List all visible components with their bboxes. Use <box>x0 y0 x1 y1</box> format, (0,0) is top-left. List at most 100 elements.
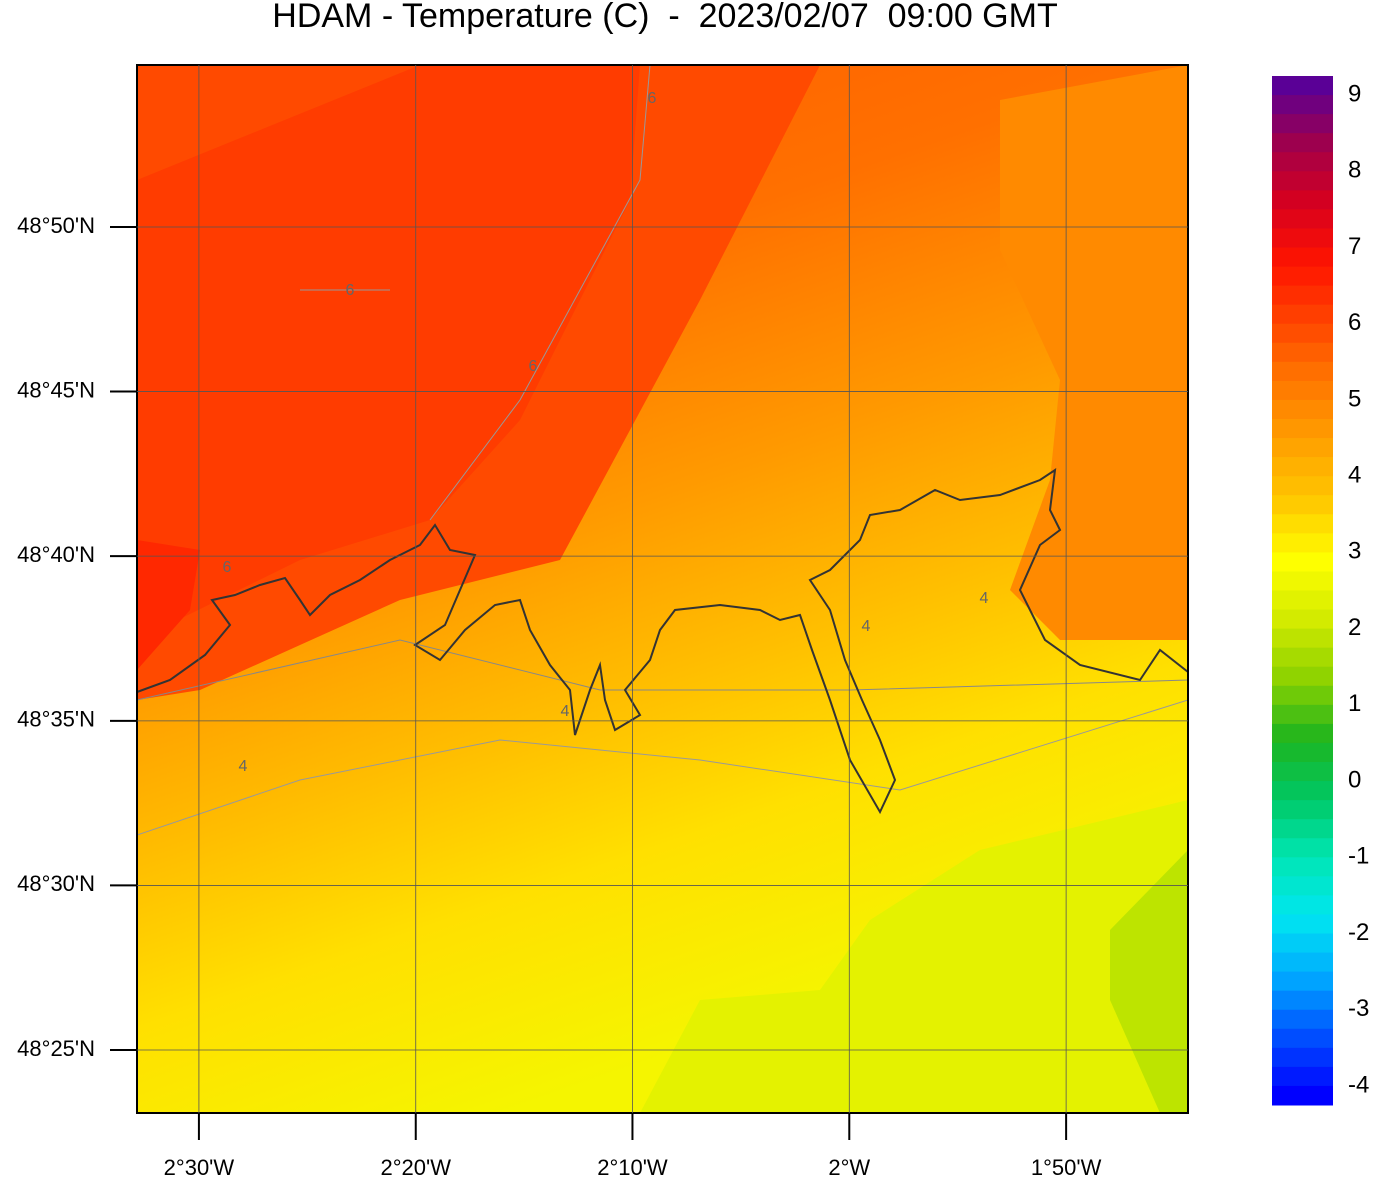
east-zone <box>1000 65 1188 640</box>
colorbar-tick-label: 1 <box>1348 690 1361 717</box>
y-tick-label: 48°25'N <box>17 1036 95 1061</box>
colorbar-tick-label: 2 <box>1348 614 1361 641</box>
colorbar-tick-label: 9 <box>1348 80 1361 107</box>
x-tick-label: 1°50'W <box>1031 1155 1102 1180</box>
colorbar-box <box>1272 781 1333 801</box>
y-tick-label: 48°40'N <box>17 542 95 567</box>
colorbar-box <box>1272 590 1333 611</box>
colorbar-box <box>1272 1009 1333 1030</box>
colorbar-box <box>1272 304 1333 325</box>
contour-line <box>137 699 1188 836</box>
temperature-field: 6 6 6 6 4 4 4 4 <box>137 65 1188 1113</box>
colorbar-tick-label: 7 <box>1348 233 1361 260</box>
colorbar-box <box>1272 533 1333 553</box>
colorbar-box <box>1272 952 1333 973</box>
y-tick-label: 48°35'N <box>17 707 95 732</box>
colorbar-box <box>1272 476 1333 496</box>
contour-label: 4 <box>980 590 989 607</box>
x-tick-label: 2°20'W <box>381 1155 452 1180</box>
colorbar-tick-label: 4 <box>1348 462 1361 489</box>
colorbar-box <box>1272 990 1333 1011</box>
chart-title: HDAM - Temperature (C) - 2023/02/07 09:0… <box>272 0 1057 35</box>
colorbar-box <box>1272 971 1333 992</box>
contour-label: 6 <box>346 282 355 299</box>
colorbar-box <box>1272 247 1333 268</box>
colorbar-tick-label: -3 <box>1348 995 1369 1022</box>
colorbar-box <box>1272 95 1333 115</box>
warm-core <box>137 65 640 640</box>
colorbar-tick-label: 8 <box>1348 157 1361 184</box>
colorbar-box <box>1272 762 1333 782</box>
y-tick-label: 48°45'N <box>17 377 95 402</box>
colorbar-box <box>1272 361 1333 382</box>
colorbar-box <box>1272 1066 1333 1087</box>
colorbar-tick-label: 3 <box>1348 538 1361 565</box>
colorbar-box <box>1272 571 1333 591</box>
x-tick-label: 2°W <box>828 1155 870 1180</box>
colorbar-box <box>1272 1085 1333 1106</box>
colorbar-box <box>1272 609 1333 630</box>
colorbar-box <box>1272 228 1333 248</box>
colorbar-box <box>1272 514 1333 534</box>
x-tick-label: 2°30'W <box>164 1155 235 1180</box>
colorbar-box <box>1272 285 1333 306</box>
colorbar-box <box>1272 152 1333 172</box>
colorbar-box <box>1272 438 1333 458</box>
colorbar-box <box>1272 857 1333 877</box>
colorbar-box <box>1272 933 1333 954</box>
colorbar-box <box>1272 666 1333 687</box>
colorbar-box <box>1272 76 1333 96</box>
colorbar-box <box>1272 914 1333 934</box>
colorbar-box <box>1272 171 1333 191</box>
colorbar-tick-label: -1 <box>1348 843 1369 870</box>
colorbar-box <box>1272 114 1333 134</box>
y-tick-label: 48°50'N <box>17 213 95 238</box>
colorbar-box <box>1272 323 1333 344</box>
colorbar-box <box>1272 628 1333 649</box>
colorbar-box <box>1272 266 1333 287</box>
colorbar-box <box>1272 723 1333 744</box>
warm-spot <box>137 540 200 670</box>
colorbar-box <box>1272 819 1333 839</box>
y-tick-label: 48°30'N <box>17 871 95 896</box>
contour-label: 4 <box>561 703 570 720</box>
contour-label: 6 <box>223 559 232 576</box>
contour-line <box>300 65 651 521</box>
colorbar-box <box>1272 552 1333 572</box>
contour-label: 6 <box>648 90 657 107</box>
colorbar-box <box>1272 742 1333 763</box>
colorbar-box <box>1272 190 1333 210</box>
colorbar-box <box>1272 342 1333 363</box>
contour-label: 4 <box>239 758 248 775</box>
colorbar-tick-label: 0 <box>1348 766 1361 793</box>
colorbar-tick-label: 6 <box>1348 309 1361 336</box>
colorbar-tick-label: -2 <box>1348 919 1369 946</box>
colorbar-box <box>1272 457 1333 477</box>
colorbar-box <box>1272 399 1333 420</box>
colorbar-box <box>1272 704 1333 725</box>
colorbar-tick-label: -4 <box>1348 1071 1369 1098</box>
colorbar-box <box>1272 380 1333 401</box>
colorbar-box <box>1272 209 1333 229</box>
contour-label: 6 <box>529 358 538 375</box>
colorbar-box <box>1272 800 1333 820</box>
colorbar-box <box>1272 133 1333 153</box>
contour-line <box>137 639 1188 701</box>
colorbar-tick-label: 5 <box>1348 385 1361 412</box>
colorbar-box <box>1272 419 1333 439</box>
coastline <box>137 467 1188 815</box>
colorbar-box <box>1272 685 1333 706</box>
colorbar-box <box>1272 876 1333 896</box>
cool-zone <box>640 800 1188 1113</box>
contour-label: 4 <box>862 618 871 635</box>
colorbar-box <box>1272 838 1333 858</box>
colorbar-box <box>1272 647 1333 668</box>
colorbar-box <box>1272 895 1333 915</box>
x-tick-label: 2°10'W <box>597 1155 668 1180</box>
colorbar-box <box>1272 495 1333 515</box>
cool-core <box>1110 850 1188 1113</box>
plot-frame <box>136 64 1189 1114</box>
colorbar-box <box>1272 1028 1333 1049</box>
colorbar-box <box>1272 1047 1333 1068</box>
